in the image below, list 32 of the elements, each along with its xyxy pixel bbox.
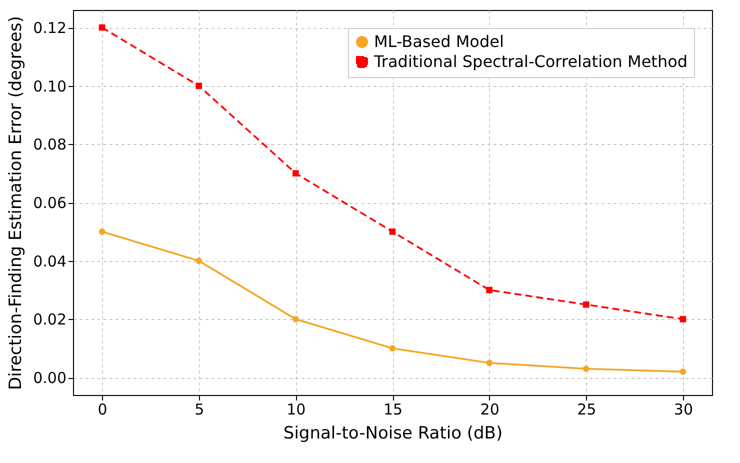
point	[292, 316, 299, 322]
legend-label: Traditional Spectral-Correlation Method	[373, 52, 688, 71]
y-tick-label: 0.06	[33, 194, 66, 212]
y-tick-label: 0.08	[33, 136, 66, 154]
point	[680, 316, 686, 322]
y-tick-label: 0.02	[33, 310, 66, 329]
point	[680, 368, 686, 375]
point	[98, 228, 106, 235]
x-tick-label: 0	[98, 400, 108, 418]
point	[582, 366, 590, 372]
point	[196, 82, 202, 89]
point	[98, 24, 106, 31]
x-tick-label: 5	[194, 400, 204, 418]
y-tick-label: 0.10	[33, 77, 66, 96]
point	[389, 345, 396, 352]
point	[486, 360, 492, 366]
x-tick-label: 15	[383, 400, 403, 418]
x-axis-title: Signal-to-Noise Ratio (dB)	[283, 424, 503, 444]
point	[486, 286, 492, 294]
x-tick-label: 25	[577, 400, 596, 418]
x-tick-label: 20	[480, 400, 500, 418]
y-tick-label: 0.12	[33, 19, 66, 37]
point	[582, 301, 590, 308]
point	[292, 170, 299, 176]
y-tick-label: 0.04	[33, 252, 66, 270]
point	[389, 228, 396, 235]
x-tick-label: 10	[286, 400, 306, 418]
legend-label: ML-Based Model	[374, 32, 504, 51]
y-tick-label: 0.00	[33, 369, 66, 387]
point	[196, 258, 202, 264]
x-tick-label: 30	[674, 400, 693, 418]
y-axis-title: Direction-Finding Estimation Error (degrees)	[6, 16, 26, 390]
